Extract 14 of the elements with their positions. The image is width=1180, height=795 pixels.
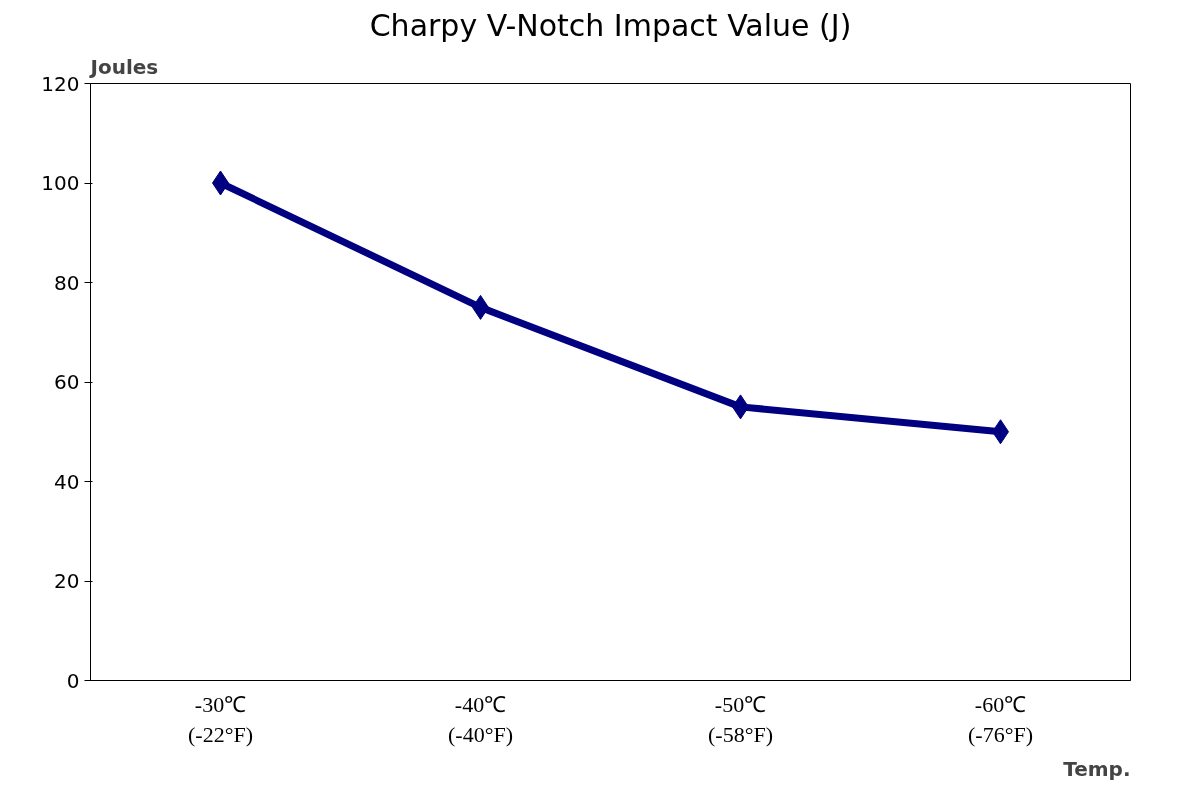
- y-axis-title: Joules: [88, 54, 159, 79]
- x-axis-title: Temp.: [1063, 756, 1131, 781]
- y-tick-label: 0: [66, 668, 80, 693]
- x-tick-label: -60℃ (-76°F): [967, 691, 1034, 747]
- x-tick-label: -50℃ (-58°F): [707, 691, 774, 747]
- x-tick-label: -30℃ (-22°F): [187, 691, 254, 747]
- chart-title: Charpy V-Notch Impact Value (J): [369, 7, 852, 43]
- y-tick-label: 120: [41, 71, 80, 96]
- y-tick-label: 60: [54, 370, 80, 394]
- y-tick-label: 80: [54, 270, 80, 295]
- y-tick-label: 100: [41, 171, 80, 195]
- y-tick-label: 40: [54, 469, 80, 494]
- y-tick-label: 20: [54, 569, 80, 593]
- x-tick-label: -40℃ (-40°F): [447, 691, 514, 747]
